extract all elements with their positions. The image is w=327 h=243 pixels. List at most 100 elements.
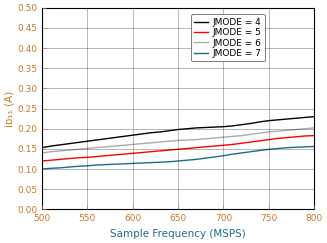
JMODE = 5 bbox=[122, 153, 126, 156]
JMODE = 7 bbox=[167, 160, 171, 163]
JMODE = 6 bbox=[258, 132, 262, 135]
JMODE = 5 bbox=[312, 134, 316, 137]
JMODE = 5 bbox=[67, 157, 71, 160]
JMODE = 6 bbox=[185, 139, 189, 141]
JMODE = 4 bbox=[67, 142, 71, 145]
JMODE = 7 bbox=[267, 148, 271, 151]
JMODE = 6 bbox=[203, 137, 207, 140]
JMODE = 6 bbox=[58, 149, 62, 152]
JMODE = 6 bbox=[294, 128, 298, 131]
JMODE = 7 bbox=[303, 145, 307, 148]
JMODE = 5 bbox=[112, 154, 116, 156]
JMODE = 7 bbox=[112, 163, 116, 166]
JMODE = 5 bbox=[158, 149, 162, 152]
JMODE = 4 bbox=[58, 143, 62, 146]
JMODE = 6 bbox=[131, 143, 135, 146]
JMODE = 6 bbox=[267, 130, 271, 133]
JMODE = 7 bbox=[58, 166, 62, 169]
JMODE = 6 bbox=[40, 151, 44, 154]
JMODE = 5 bbox=[104, 154, 108, 157]
JMODE = 7 bbox=[213, 156, 216, 158]
JMODE = 4 bbox=[213, 126, 216, 129]
JMODE = 5 bbox=[267, 138, 271, 141]
JMODE = 7 bbox=[95, 164, 98, 166]
JMODE = 4 bbox=[258, 120, 262, 123]
JMODE = 6 bbox=[122, 144, 126, 147]
JMODE = 7 bbox=[158, 161, 162, 164]
JMODE = 5 bbox=[240, 142, 244, 145]
JMODE = 6 bbox=[312, 126, 316, 129]
JMODE = 7 bbox=[294, 146, 298, 149]
JMODE = 4 bbox=[104, 137, 108, 140]
JMODE = 4 bbox=[303, 116, 307, 119]
JMODE = 6 bbox=[276, 130, 280, 133]
JMODE = 5 bbox=[258, 139, 262, 142]
JMODE = 6 bbox=[95, 146, 98, 149]
JMODE = 4 bbox=[167, 129, 171, 132]
JMODE = 4 bbox=[131, 134, 135, 137]
JMODE = 4 bbox=[140, 132, 144, 135]
JMODE = 6 bbox=[158, 140, 162, 143]
JMODE = 5 bbox=[85, 156, 89, 159]
Line: JMODE = 5: JMODE = 5 bbox=[42, 136, 314, 161]
JMODE = 5 bbox=[49, 159, 53, 162]
JMODE = 7 bbox=[104, 163, 108, 166]
JMODE = 4 bbox=[240, 123, 244, 126]
JMODE = 6 bbox=[76, 148, 80, 151]
JMODE = 6 bbox=[167, 140, 171, 143]
JMODE = 6 bbox=[285, 129, 289, 132]
X-axis label: Sample Frequency (MSPS): Sample Frequency (MSPS) bbox=[110, 229, 246, 239]
JMODE = 7 bbox=[185, 159, 189, 162]
JMODE = 4 bbox=[176, 128, 180, 131]
JMODE = 6 bbox=[221, 136, 225, 139]
JMODE = 5 bbox=[249, 140, 253, 143]
JMODE = 4 bbox=[194, 126, 198, 129]
JMODE = 4 bbox=[203, 126, 207, 129]
JMODE = 7 bbox=[249, 150, 253, 153]
JMODE = 6 bbox=[104, 145, 108, 148]
JMODE = 5 bbox=[185, 147, 189, 150]
JMODE = 5 bbox=[76, 156, 80, 159]
Line: JMODE = 6: JMODE = 6 bbox=[42, 128, 314, 153]
Line: JMODE = 4: JMODE = 4 bbox=[42, 117, 314, 148]
JMODE = 5 bbox=[95, 155, 98, 158]
JMODE = 7 bbox=[140, 162, 144, 165]
JMODE = 5 bbox=[194, 146, 198, 149]
JMODE = 7 bbox=[131, 162, 135, 165]
JMODE = 4 bbox=[122, 135, 126, 138]
JMODE = 5 bbox=[131, 152, 135, 155]
JMODE = 7 bbox=[285, 146, 289, 149]
JMODE = 4 bbox=[149, 131, 153, 134]
JMODE = 6 bbox=[67, 149, 71, 152]
JMODE = 5 bbox=[58, 158, 62, 161]
JMODE = 4 bbox=[112, 136, 116, 139]
JMODE = 4 bbox=[285, 118, 289, 121]
JMODE = 4 bbox=[294, 117, 298, 120]
Y-axis label: iᴅ₁₁ (A): iᴅ₁₁ (A) bbox=[4, 90, 14, 127]
JMODE = 4 bbox=[185, 127, 189, 130]
JMODE = 6 bbox=[303, 127, 307, 130]
JMODE = 6 bbox=[249, 133, 253, 136]
JMODE = 7 bbox=[49, 167, 53, 170]
JMODE = 5 bbox=[276, 137, 280, 140]
JMODE = 7 bbox=[85, 164, 89, 167]
JMODE = 5 bbox=[213, 145, 216, 148]
JMODE = 7 bbox=[240, 151, 244, 154]
JMODE = 7 bbox=[67, 165, 71, 168]
JMODE = 7 bbox=[176, 160, 180, 163]
JMODE = 7 bbox=[258, 149, 262, 152]
JMODE = 7 bbox=[221, 154, 225, 157]
JMODE = 4 bbox=[267, 119, 271, 122]
JMODE = 5 bbox=[149, 150, 153, 153]
JMODE = 5 bbox=[140, 151, 144, 154]
JMODE = 6 bbox=[85, 147, 89, 150]
Legend: JMODE = 4, JMODE = 5, JMODE = 6, JMODE = 7: JMODE = 4, JMODE = 5, JMODE = 6, JMODE =… bbox=[191, 14, 265, 61]
JMODE = 5 bbox=[203, 145, 207, 148]
JMODE = 4 bbox=[221, 125, 225, 128]
JMODE = 7 bbox=[276, 147, 280, 150]
JMODE = 6 bbox=[149, 141, 153, 144]
JMODE = 6 bbox=[231, 135, 234, 138]
JMODE = 4 bbox=[158, 130, 162, 133]
JMODE = 5 bbox=[176, 148, 180, 151]
JMODE = 4 bbox=[249, 122, 253, 125]
